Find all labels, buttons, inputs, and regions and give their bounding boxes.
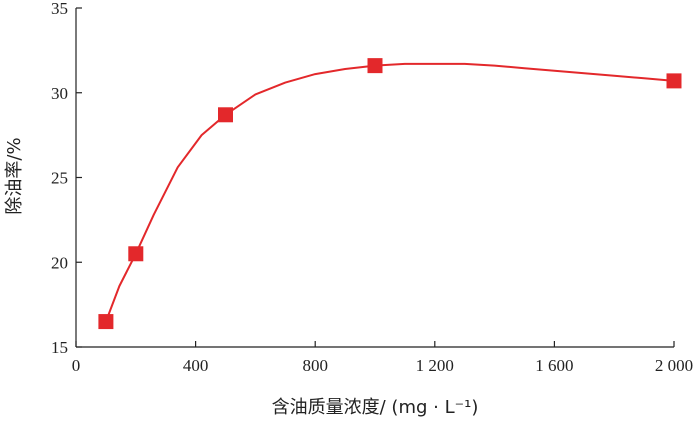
y-tick-label: 20	[51, 253, 68, 272]
ticks: 0 400 800 1 200 1 600 2 000 15 20 25 30 35	[51, 0, 693, 375]
x-axis-title: 含油质量浓度/ (mg · L⁻¹)	[272, 397, 479, 418]
data-point	[98, 314, 114, 330]
y-axis-title: 除油率/%	[4, 137, 25, 214]
y-tick-label: 25	[51, 169, 68, 188]
x-tick-label: 0	[72, 356, 81, 375]
x-tick-label: 2 000	[655, 356, 693, 375]
x-tick-label: 800	[302, 356, 328, 375]
plot-area	[98, 58, 682, 330]
y-tick-label: 15	[51, 338, 68, 357]
x-tick-label: 1 600	[535, 356, 573, 375]
data-point	[666, 73, 682, 89]
series-line	[104, 62, 675, 322]
data-point	[218, 107, 233, 123]
data-point	[128, 246, 144, 262]
y-tick-label: 35	[51, 0, 68, 18]
x-tick-label: 1 200	[416, 356, 454, 375]
y-tick-label: 30	[51, 84, 68, 103]
data-point	[367, 58, 383, 74]
x-tick-label: 400	[183, 356, 209, 375]
